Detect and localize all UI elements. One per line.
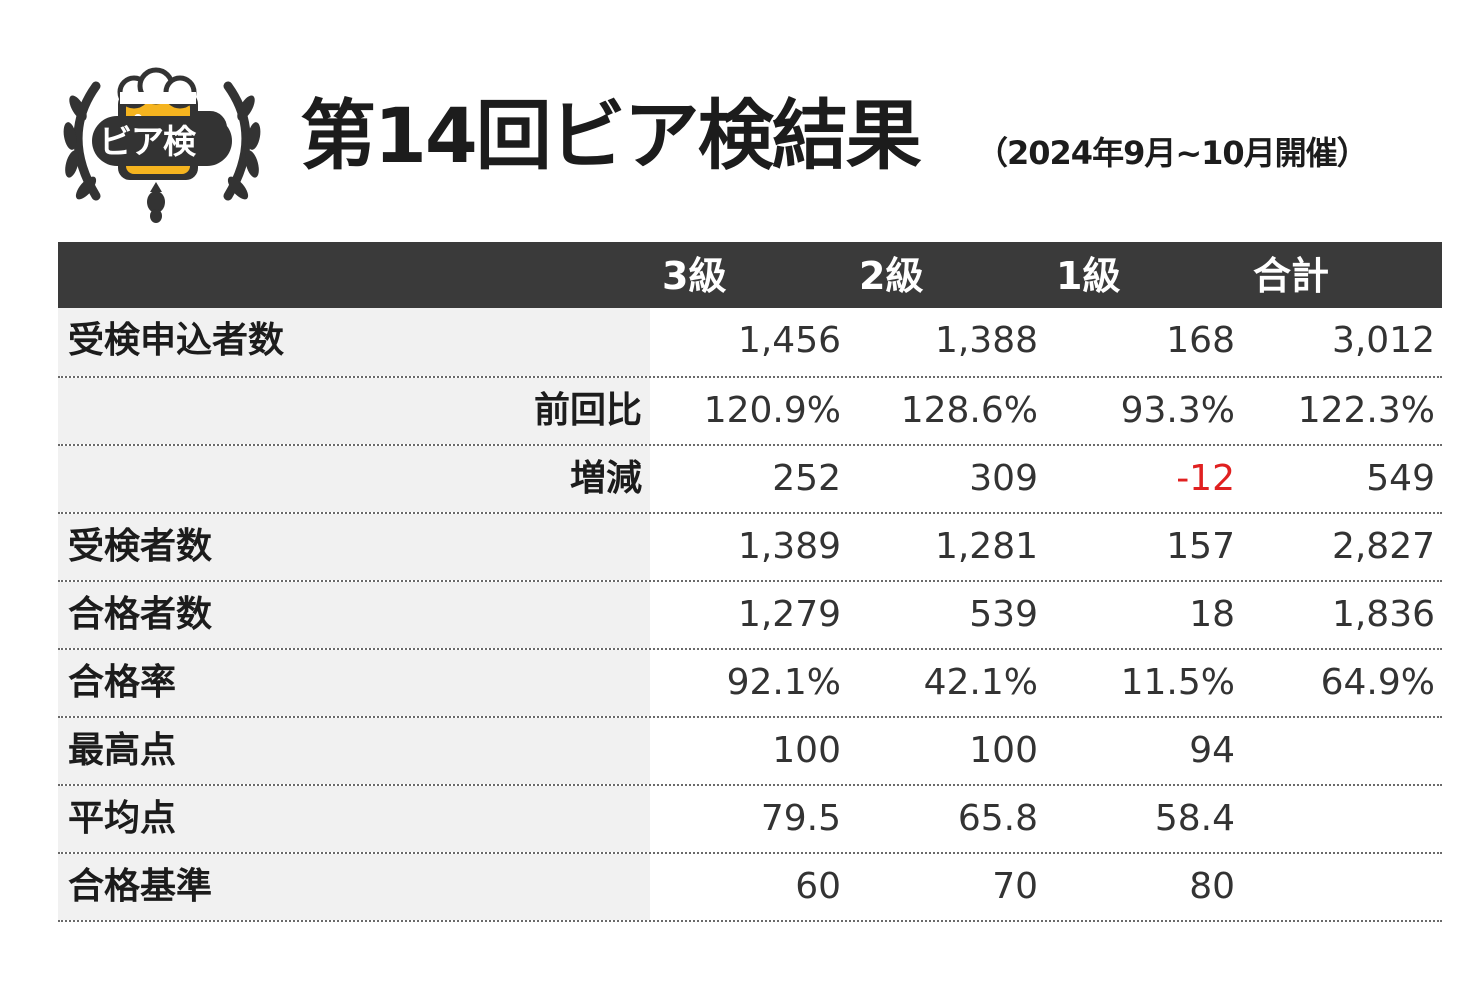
cell-value: 93.3%: [1120, 390, 1235, 431]
table-row: 前回比 120.9% 128.6% 93.3% 122.3%: [58, 378, 1442, 446]
cell-value: 1,456: [737, 320, 841, 361]
cell-value-negative: -12: [1176, 458, 1235, 499]
header-total: 合計: [1253, 254, 1330, 298]
cell-value: 157: [1166, 526, 1235, 567]
cell-value: 100: [772, 730, 841, 771]
table-row: 最高点 100 100 94: [58, 718, 1442, 786]
cell-value: 168: [1166, 320, 1235, 361]
row-label: 合格基準: [58, 854, 650, 920]
cell-value: [1241, 854, 1441, 920]
cell-value: 549: [1366, 458, 1435, 499]
cell-value: 79.5: [760, 798, 841, 839]
row-label: 受検申込者数: [58, 308, 650, 376]
table-row: 合格率 92.1% 42.1% 11.5% 64.9%: [58, 650, 1442, 718]
row-label: 増減: [58, 446, 650, 512]
cell-value: 80: [1189, 866, 1235, 907]
page-subtitle: （2024年9月~10月開催）: [976, 134, 1369, 172]
cell-value: 1,281: [934, 526, 1038, 567]
table-row: 合格者数 1,279 539 18 1,836: [58, 582, 1442, 650]
cell-value: 252: [772, 458, 841, 499]
row-label: 最高点: [58, 718, 650, 784]
header-grade-2: 2級: [859, 254, 924, 298]
cell-value: 58.4: [1154, 798, 1235, 839]
cell-value: 1,279: [737, 594, 841, 635]
logo-text: ビア検: [99, 122, 196, 161]
cell-value: 1,388: [934, 320, 1038, 361]
cell-value: 64.9%: [1320, 662, 1435, 703]
page-title: 第14回ビア検結果: [300, 91, 922, 180]
results-table: 3級 2級 1級 合計 受検申込者数 1,456 1,388 168 3,012…: [58, 242, 1442, 922]
row-label: 前回比: [58, 378, 650, 444]
cell-value: 1,836: [1331, 594, 1435, 635]
cell-value: 70: [992, 866, 1038, 907]
cell-value: 2,827: [1331, 526, 1435, 567]
cell-value: 3,012: [1331, 320, 1435, 361]
table-row: 平均点 79.5 65.8 58.4: [58, 786, 1442, 854]
table-row: 合格基準 60 70 80: [58, 854, 1442, 922]
cell-value: 539: [969, 594, 1038, 635]
cell-value: [1241, 718, 1441, 784]
cell-value: 42.1%: [923, 662, 1038, 703]
row-label: 平均点: [58, 786, 650, 852]
cell-value: 60: [795, 866, 841, 907]
header-grade-1: 1級: [1056, 254, 1121, 298]
beer-mug-icon: [63, 67, 261, 223]
row-label: 受検者数: [58, 514, 650, 580]
cell-value: 11.5%: [1120, 662, 1235, 703]
cell-value: [1241, 786, 1441, 852]
table-row: 増減 252 309 -12 549: [58, 446, 1442, 514]
cell-value: 92.1%: [726, 662, 841, 703]
beer-kentei-logo: ビア検: [56, 56, 268, 226]
header-blank: [58, 242, 650, 308]
cell-value: 1,389: [737, 526, 841, 567]
header-grade-3: 3級: [662, 254, 727, 298]
cell-value: 94: [1189, 730, 1235, 771]
row-label: 合格者数: [58, 582, 650, 648]
cell-value: 65.8: [957, 798, 1038, 839]
table-header: 3級 2級 1級 合計: [58, 242, 1442, 308]
row-label: 合格率: [58, 650, 650, 716]
cell-value: 120.9%: [703, 390, 841, 431]
cell-value: 122.3%: [1297, 390, 1435, 431]
table-row: 受検者数 1,389 1,281 157 2,827: [58, 514, 1442, 582]
cell-value: 128.6%: [900, 390, 1038, 431]
cell-value: 309: [969, 458, 1038, 499]
cell-value: 100: [969, 730, 1038, 771]
cell-value: 18: [1189, 594, 1235, 635]
table-row: 受検申込者数 1,456 1,388 168 3,012: [58, 308, 1442, 378]
